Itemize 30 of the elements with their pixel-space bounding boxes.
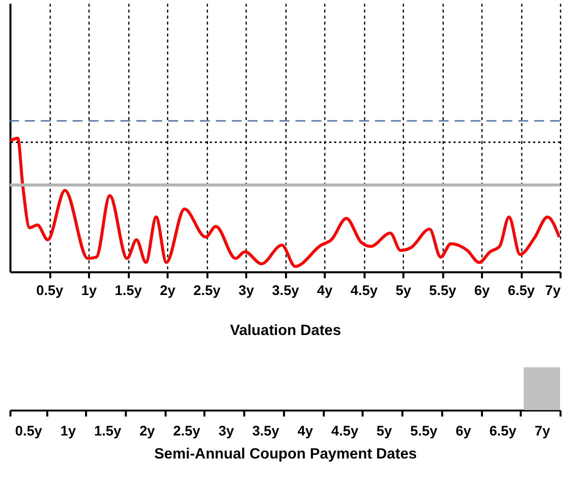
x-axis-title: Semi-Annual Coupon Payment Dates bbox=[154, 445, 417, 462]
x-tick-label: 5y bbox=[376, 422, 392, 438]
x-tick-label: 3y bbox=[218, 422, 234, 438]
x-tick-label: 1.5y bbox=[94, 422, 122, 438]
x-axis-title: Valuation Dates bbox=[230, 322, 342, 339]
x-tick-label: 3.5y bbox=[252, 422, 280, 438]
x-tick-label: 1y bbox=[60, 422, 76, 438]
x-tick-label: 2y bbox=[139, 422, 156, 438]
x-tick-label: 5.5y bbox=[429, 282, 456, 298]
x-tick-label: 0.5y bbox=[36, 282, 64, 298]
x-tick-label: 7y bbox=[545, 282, 561, 298]
x-tick-label: 6y bbox=[474, 282, 490, 298]
x-tick-label: 5y bbox=[396, 282, 412, 298]
x-tick-label: 4y bbox=[317, 282, 333, 298]
x-tick-label: 1y bbox=[81, 282, 98, 298]
x-tick-label: 0.5y bbox=[15, 422, 42, 438]
x-tick-label: 1.5y bbox=[114, 282, 142, 298]
x-tick-label: 2.5y bbox=[173, 422, 200, 438]
x-tick-label: 5.5y bbox=[410, 422, 438, 438]
x-tick-label: 7y bbox=[534, 422, 550, 438]
x-tick-label: 6.5y bbox=[508, 282, 536, 298]
x-tick-label: 3y bbox=[238, 282, 254, 298]
x-tick-label: 4y bbox=[298, 422, 314, 438]
x-tick-label: 6.5y bbox=[489, 422, 517, 438]
x-tick-label: 6y bbox=[456, 422, 472, 438]
x-tick-label: 2y bbox=[160, 282, 176, 298]
x-tick-label: 4.5y bbox=[331, 422, 359, 438]
x-tick-label: 2.5y bbox=[193, 282, 221, 298]
x-tick-label: 3.5y bbox=[272, 282, 300, 298]
x-tick-label: 4.5y bbox=[350, 282, 378, 298]
